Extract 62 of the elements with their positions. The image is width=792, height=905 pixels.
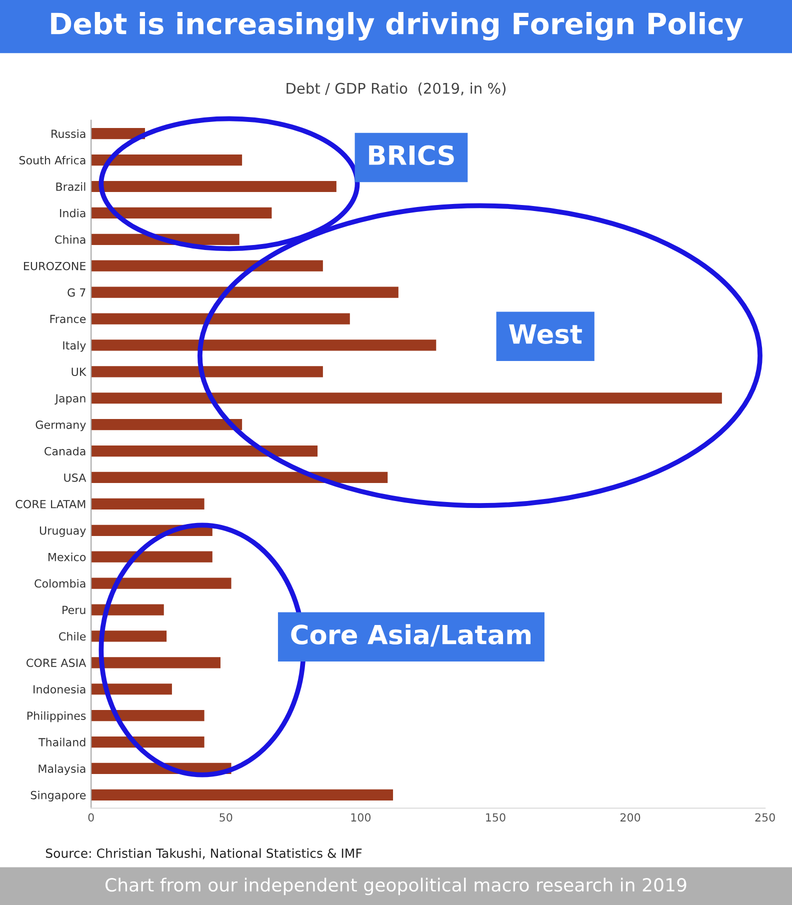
y-tick-label: Japan [54, 394, 86, 405]
y-tick-label: G 7 [68, 288, 86, 297]
bar [91, 286, 398, 298]
y-tick-label: UK [72, 368, 86, 376]
y-tick-label: Brazil [56, 182, 86, 191]
y-tick-label: Colombia [34, 579, 86, 588]
bar [91, 684, 172, 695]
x-tick-label: 50 [220, 813, 232, 822]
bar [91, 128, 145, 140]
y-tick-label: Mexico [48, 552, 86, 562]
bar [91, 789, 394, 800]
y-tick-label: Peru [62, 606, 86, 614]
y-tick-label: Malaysia [38, 764, 86, 776]
bar [91, 340, 436, 351]
bar [91, 207, 272, 219]
y-tick-label: Indonesia [34, 684, 86, 694]
y-tick-label: Russia [52, 129, 86, 138]
bar [91, 313, 350, 324]
x-tick-label: 150 [486, 813, 506, 822]
y-tick-label: EUROZONE [24, 262, 86, 270]
y-tick-label: CORE LATAM [16, 500, 86, 508]
bar [91, 472, 388, 484]
y-tick-label: CORE ASIA [26, 658, 86, 668]
y-tick-label: Thailand [38, 738, 86, 746]
bar [91, 604, 164, 616]
bar [91, 736, 204, 748]
annotation: BRICS [369, 145, 454, 166]
bar [91, 154, 242, 166]
chart-subtitle: Debt / GDP Ratio (2019, in %) [286, 82, 506, 96]
y-tick-label: Philippines [27, 711, 86, 722]
bar [91, 366, 323, 378]
y-tick-label: South Africa [19, 156, 86, 164]
bar [91, 551, 212, 562]
bar [91, 392, 722, 404]
y-tick-label: Germany [36, 420, 86, 432]
bar [91, 419, 242, 430]
chart-title: Debt is increasingly driving Foreign Policy [51, 12, 744, 40]
x-tick-label: 0 [88, 813, 94, 822]
bar [91, 260, 323, 272]
bar [91, 180, 336, 192]
y-tick-label: Singapore [30, 790, 86, 802]
source-note: Source: Christian Takushi, National Statistics & IMF [46, 848, 362, 860]
y-tick-label: Uruguay [40, 526, 86, 537]
y-tick-label: France [50, 314, 86, 324]
annotation: Core Asia/Latam [291, 624, 531, 647]
bar [91, 445, 318, 457]
x-tick-label: 250 [755, 813, 775, 822]
x-tick-label: 100 [351, 813, 371, 822]
bar [91, 498, 204, 510]
y-tick-label: China [55, 235, 86, 244]
y-tick-label: USA [64, 473, 86, 482]
x-tick-label: 200 [620, 813, 640, 822]
bar [91, 630, 167, 642]
y-tick-label: Italy [63, 341, 86, 352]
bar [91, 578, 232, 589]
y-tick-label: Canada [44, 446, 86, 456]
y-tick-label: Chile [59, 632, 86, 641]
bar [91, 657, 220, 668]
y-tick-label: India [60, 208, 86, 218]
annotation: West [508, 324, 582, 344]
bar [91, 710, 204, 722]
text: Chart from our independent geopolitical macro research in 2019 [106, 878, 686, 896]
